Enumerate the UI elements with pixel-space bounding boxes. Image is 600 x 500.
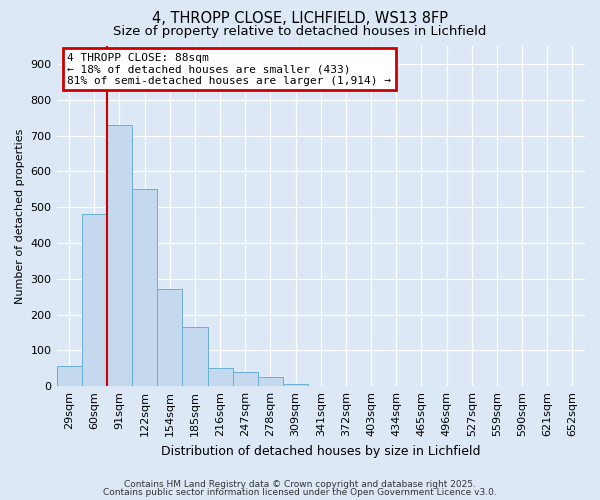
Bar (233, 372, 258, 386)
Bar (283, 384, 308, 386)
Text: 4 THROPP CLOSE: 88sqm
← 18% of detached houses are smaller (433)
81% of semi-det: 4 THROPP CLOSE: 88sqm ← 18% of detached … (67, 53, 391, 86)
Bar (258, 377, 283, 386)
Bar (82, 214, 107, 386)
Bar (132, 189, 157, 386)
Text: Contains HM Land Registry data © Crown copyright and database right 2025.: Contains HM Land Registry data © Crown c… (124, 480, 476, 489)
Text: 4, THROPP CLOSE, LICHFIELD, WS13 8FP: 4, THROPP CLOSE, LICHFIELD, WS13 8FP (152, 11, 448, 26)
Text: Contains public sector information licensed under the Open Government Licence v3: Contains public sector information licen… (103, 488, 497, 497)
Bar (56, 366, 82, 386)
Y-axis label: Number of detached properties: Number of detached properties (15, 128, 25, 304)
Bar (107, 125, 132, 386)
Text: Size of property relative to detached houses in Lichfield: Size of property relative to detached ho… (113, 25, 487, 38)
Bar (157, 290, 182, 386)
X-axis label: Distribution of detached houses by size in Lichfield: Distribution of detached houses by size … (161, 444, 481, 458)
Bar (182, 327, 208, 386)
Bar (208, 368, 233, 386)
